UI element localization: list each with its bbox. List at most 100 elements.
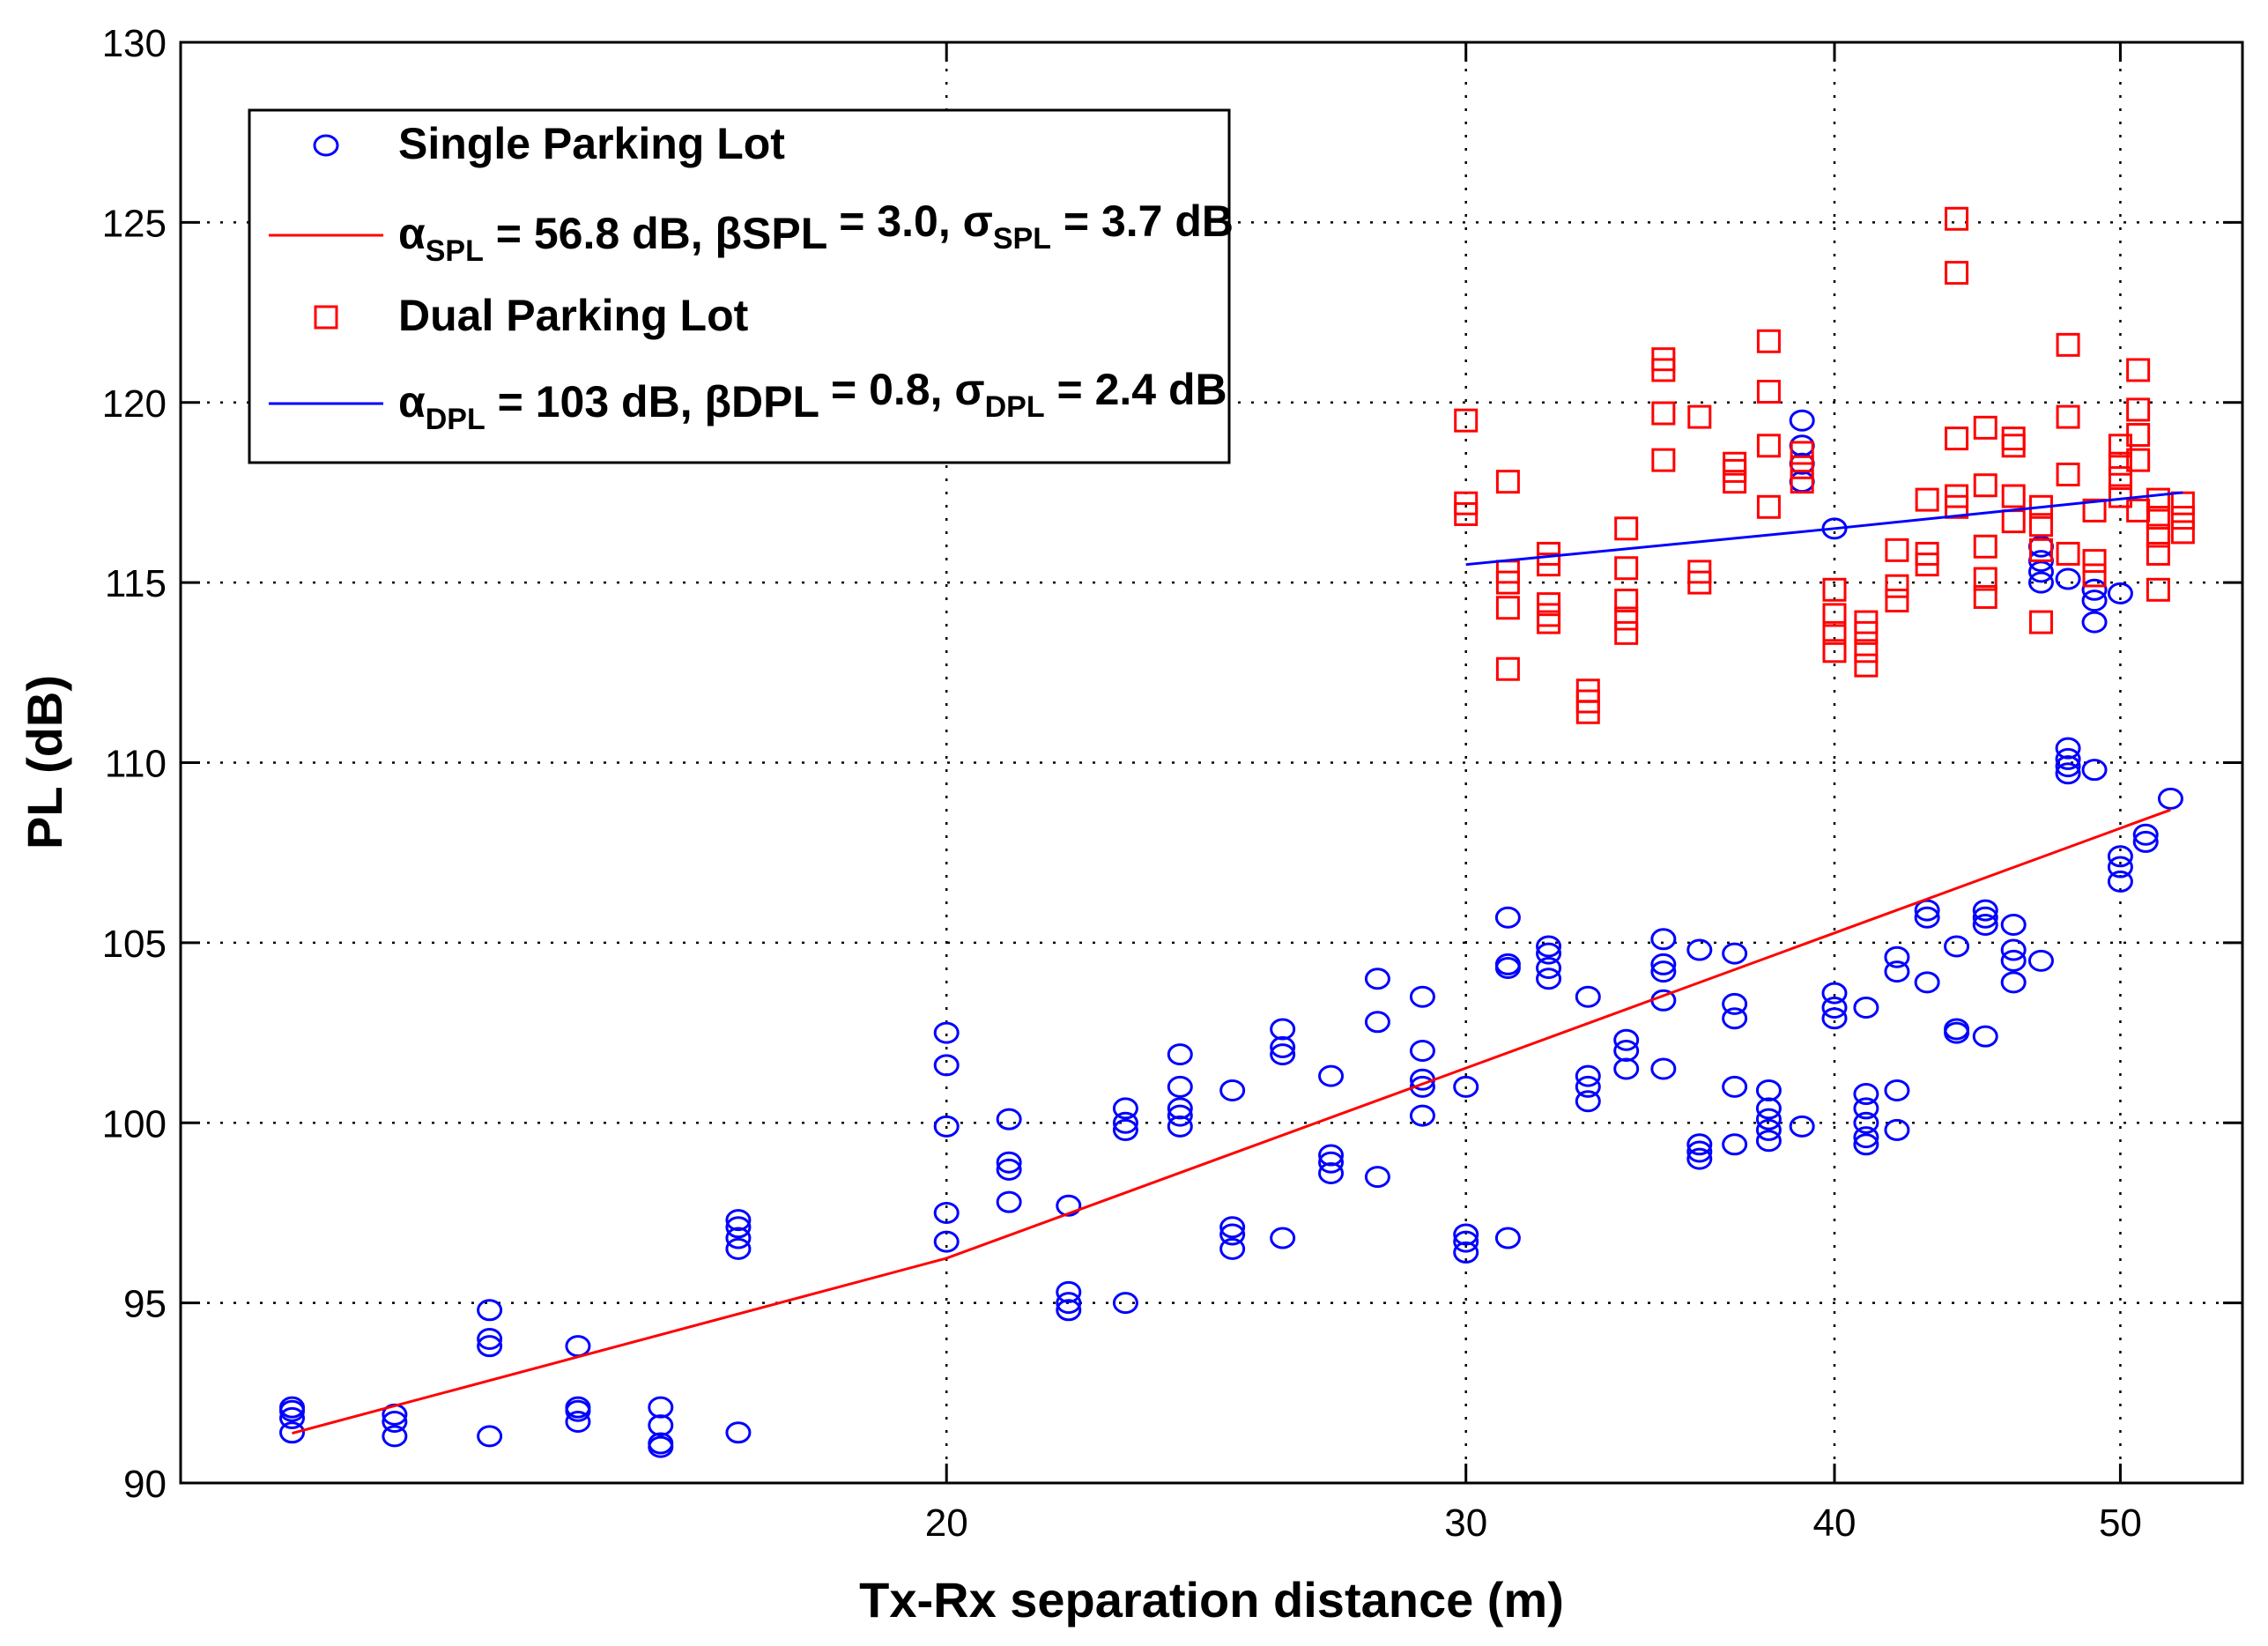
data-point — [1885, 589, 1909, 613]
legend-square-marker — [314, 305, 338, 330]
legend-text-part: = 0.8, — [819, 365, 954, 414]
data-point — [1822, 577, 1847, 602]
data-point — [2055, 567, 2081, 590]
data-point — [1789, 471, 1815, 493]
series-2 — [1454, 206, 2195, 724]
legend-text-part: α — [398, 377, 426, 426]
data-point — [1364, 968, 1390, 990]
legend-text-part: = 3.0, — [826, 196, 962, 246]
data-point — [1854, 653, 1879, 678]
data-point — [477, 1425, 503, 1448]
data-point — [477, 1335, 503, 1358]
data-point — [1537, 541, 1561, 566]
grid — [181, 42, 2242, 1483]
data-point — [1945, 484, 1969, 508]
data-point — [2170, 506, 2195, 530]
data-point — [725, 1209, 752, 1232]
legend-entry: Single Parking Lot — [313, 119, 785, 168]
data-point — [933, 1115, 960, 1138]
data-point — [1650, 1057, 1677, 1080]
data-point — [1112, 1097, 1138, 1120]
data-point — [648, 1396, 674, 1419]
data-point — [2056, 332, 2080, 357]
data-point — [565, 1335, 591, 1358]
data-point — [1686, 938, 1713, 961]
y-tick-label: 110 — [105, 743, 167, 786]
data-point — [1789, 434, 1815, 457]
data-point — [1494, 1227, 1521, 1249]
data-point — [933, 1021, 960, 1044]
legend-label: αDPL = 103 dB, βDPL = 0.8, σDPL = 2.4 dB — [398, 365, 1227, 436]
legend-text-part: β — [715, 209, 743, 258]
data-point — [1650, 960, 1677, 983]
data-point — [2027, 571, 2054, 594]
data-point — [1914, 906, 1940, 929]
data-point — [2000, 971, 2027, 994]
data-point — [648, 1414, 674, 1437]
x-tick-labels: 20 30 40 50 — [925, 1501, 2142, 1545]
data-point — [1112, 1111, 1138, 1134]
data-point — [2126, 397, 2151, 422]
data-point — [1915, 541, 1939, 566]
legend-label: Single Parking Lot — [398, 119, 785, 168]
data-point — [2146, 506, 2170, 530]
data-point — [1755, 1118, 1782, 1141]
data-point — [725, 1216, 752, 1239]
data-point — [1755, 1097, 1782, 1120]
data-point — [1822, 603, 1847, 627]
data-point — [1756, 494, 1781, 519]
data-point — [1789, 409, 1815, 432]
x-axis-label: Tx-Rx separation distance (m) — [859, 1572, 1564, 1627]
data-point — [1167, 1115, 1193, 1138]
data-point — [1722, 1133, 1748, 1156]
data-point — [1973, 534, 1997, 559]
data-point — [1973, 473, 1997, 498]
legend-text-part: β — [704, 377, 731, 426]
data-point — [1972, 906, 1998, 929]
data-point — [2001, 426, 2026, 451]
data-point — [1536, 935, 1562, 958]
legend-entry: αSPL = 56.8 dB, βSPL = 3.0, σSPL = 3.7 d… — [269, 196, 1234, 268]
data-point — [2027, 560, 2054, 583]
data-point — [382, 1425, 408, 1448]
data-point — [1973, 567, 1997, 591]
data-point — [2001, 484, 2026, 508]
y-tick-label: 90 — [123, 1463, 167, 1506]
y-tick-label: 95 — [123, 1283, 167, 1326]
legend-text-part: α — [398, 209, 426, 258]
data-point — [2170, 491, 2195, 515]
data-point — [1575, 1064, 1601, 1087]
data-point — [1884, 1118, 1910, 1141]
data-point — [2082, 549, 2107, 574]
series-0 — [279, 409, 2183, 1458]
data-point — [2028, 513, 2053, 538]
legend: Single Parking Lot αSPL = 56.8 dB, βSPL =… — [248, 108, 1234, 464]
y-tick-label: 125 — [102, 202, 167, 245]
data-point — [1364, 1166, 1390, 1189]
y-tick-label: 100 — [102, 1102, 167, 1146]
data-point — [2056, 541, 2080, 566]
data-point — [1790, 470, 1814, 494]
data-point — [2146, 577, 2170, 602]
data-point — [477, 1299, 503, 1322]
data-point — [1687, 404, 1712, 429]
data-point — [2126, 448, 2151, 472]
data-point — [1318, 1161, 1345, 1184]
data-point — [1575, 678, 1600, 703]
data-point — [1755, 1079, 1782, 1101]
series-3 — [1465, 491, 2183, 567]
data-point — [2108, 451, 2132, 476]
data-point — [2108, 484, 2132, 508]
y-tick-label: 120 — [102, 382, 167, 426]
data-point — [2056, 404, 2080, 429]
y-tick-label: 115 — [105, 562, 167, 605]
y-tick-label: 130 — [102, 22, 167, 65]
data-point — [1853, 1126, 1879, 1149]
data-point — [2108, 466, 2132, 491]
data-point — [1853, 1133, 1879, 1156]
fit-line — [1465, 491, 2183, 567]
fit-line — [292, 808, 2171, 1435]
data-point — [725, 1227, 752, 1249]
data-point — [1056, 1194, 1082, 1217]
data-point — [1945, 206, 1969, 231]
